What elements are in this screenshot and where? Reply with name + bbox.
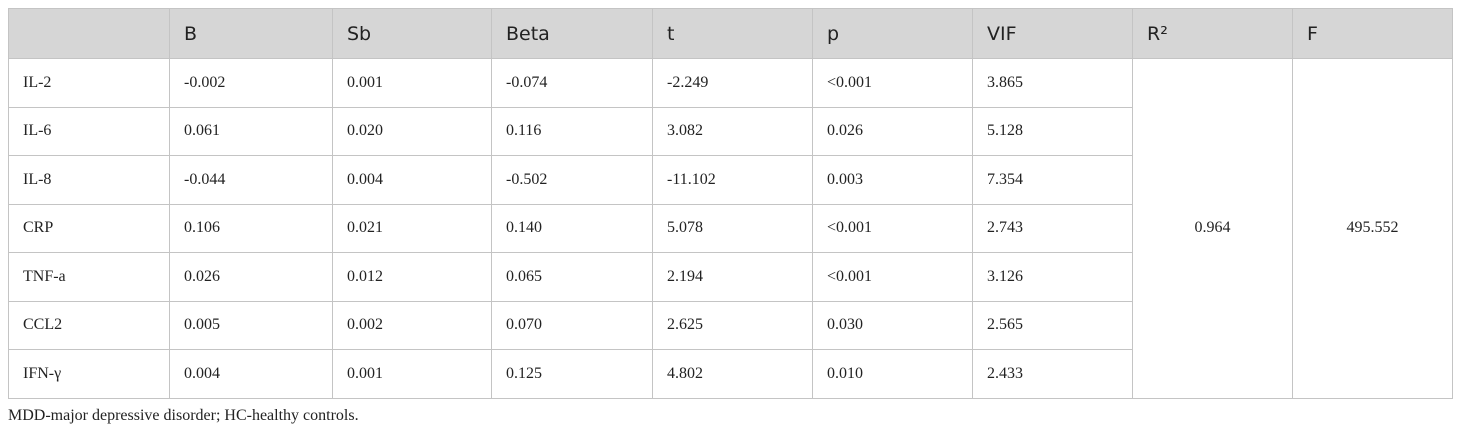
header-cell: [8, 8, 170, 59]
table-cell: 0.020: [332, 106, 492, 156]
table-cell: 0.061: [169, 106, 333, 156]
table-cell: 0.026: [169, 252, 333, 302]
table-cell: -0.502: [491, 155, 653, 205]
table-cell: 0.005: [169, 300, 333, 350]
header-row: B Sb Beta t p VIF R² F: [8, 8, 1453, 59]
header-cell: p: [812, 8, 973, 59]
table-cell: <0.001: [812, 58, 973, 108]
header-cell: F: [1292, 8, 1453, 59]
header-cell: B: [169, 8, 333, 59]
table-cell: <0.001: [812, 203, 973, 253]
table-cell: 3.082: [652, 106, 813, 156]
regression-table: B Sb Beta t p VIF R² F IL-2 -0.002 0.001 -0.074 -2.…: [8, 8, 1453, 399]
header-cell: R²: [1132, 8, 1293, 59]
table-cell: 2.433: [972, 349, 1133, 399]
table-cell: 4.802: [652, 349, 813, 399]
table-cell: -0.002: [169, 58, 333, 108]
table-row: IL-2 -0.002 0.001 -0.074 -2.249 <0.001 3.865 0.…: [8, 58, 1453, 399]
row-label: CRP: [8, 203, 170, 253]
table-cell: 0.026: [812, 106, 973, 156]
table-row: TNF-a 0.026 0.012 0.065 2.194 <0.001 3.126: [8, 252, 1453, 302]
table-cell: 0.116: [491, 106, 653, 156]
table-cell: 0.004: [332, 155, 492, 205]
header-cell: VIF: [972, 8, 1133, 59]
footnote: MDD-major depressive disorder; HC-health…: [8, 407, 359, 424]
table-row: IL-6 0.061 0.020 0.116 3.082 0.026 5.128: [8, 106, 1453, 156]
table-cell: 0.030: [812, 300, 973, 350]
table-cell: 5.078: [652, 203, 813, 253]
header-cell: t: [652, 8, 813, 59]
table-cell: <0.001: [812, 252, 973, 302]
table-cell: 2.565: [972, 300, 1133, 350]
table-cell: 2.625: [652, 300, 813, 350]
table-cell: 2.194: [652, 252, 813, 302]
table-cell: 0.125: [491, 349, 653, 399]
merged-cell: 495.552: [1292, 58, 1453, 399]
table-row: IFN-γ 0.004 0.001 0.125 4.802 0.010 2.433: [8, 349, 1453, 399]
table-cell: 0.001: [332, 349, 492, 399]
table-row: CCL2 0.005 0.002 0.070 2.625 0.030 2.565: [8, 300, 1453, 350]
row-label: IL-6: [8, 106, 170, 156]
table-cell: 2.743: [972, 203, 1133, 253]
table-cell: 0.003: [812, 155, 973, 205]
table-cell: 0.004: [169, 349, 333, 399]
table-cell: -2.249: [652, 58, 813, 108]
row-label: IL-2: [8, 58, 170, 108]
row-label: CCL2: [8, 300, 170, 350]
header-cell: Sb: [332, 8, 492, 59]
row-label: IFN-γ: [8, 349, 170, 399]
table-row: CRP 0.106 0.021 0.140 5.078 <0.001 2.743: [8, 203, 1453, 253]
table-cell: 0.012: [332, 252, 492, 302]
table-cell: -0.074: [491, 58, 653, 108]
table-cell: 0.106: [169, 203, 333, 253]
table-cell: 5.128: [972, 106, 1133, 156]
table-cell: 0.140: [491, 203, 653, 253]
table-cell: 3.126: [972, 252, 1133, 302]
table-cell: 0.010: [812, 349, 973, 399]
table-cell: -11.102: [652, 155, 813, 205]
header-cell: Beta: [491, 8, 653, 59]
table-cell: 7.354: [972, 155, 1133, 205]
table-cell: 3.865: [972, 58, 1133, 108]
table-cell: 0.070: [491, 300, 653, 350]
table-cell: 0.021: [332, 203, 492, 253]
merged-cell: 0.964: [1132, 58, 1293, 399]
table-cell: 0.065: [491, 252, 653, 302]
row-label: IL-8: [8, 155, 170, 205]
table-cell: -0.044: [169, 155, 333, 205]
table-cell: 0.001: [332, 58, 492, 108]
table-row: IL-8 -0.044 0.004 -0.502 -11.102 0.003 7.354: [8, 155, 1453, 205]
table-cell: 0.002: [332, 300, 492, 350]
table-body: IL-2 -0.002 0.001 -0.074 -2.249 <0.001 3.865 0.…: [8, 58, 1453, 399]
row-label: TNF-a: [8, 252, 170, 302]
